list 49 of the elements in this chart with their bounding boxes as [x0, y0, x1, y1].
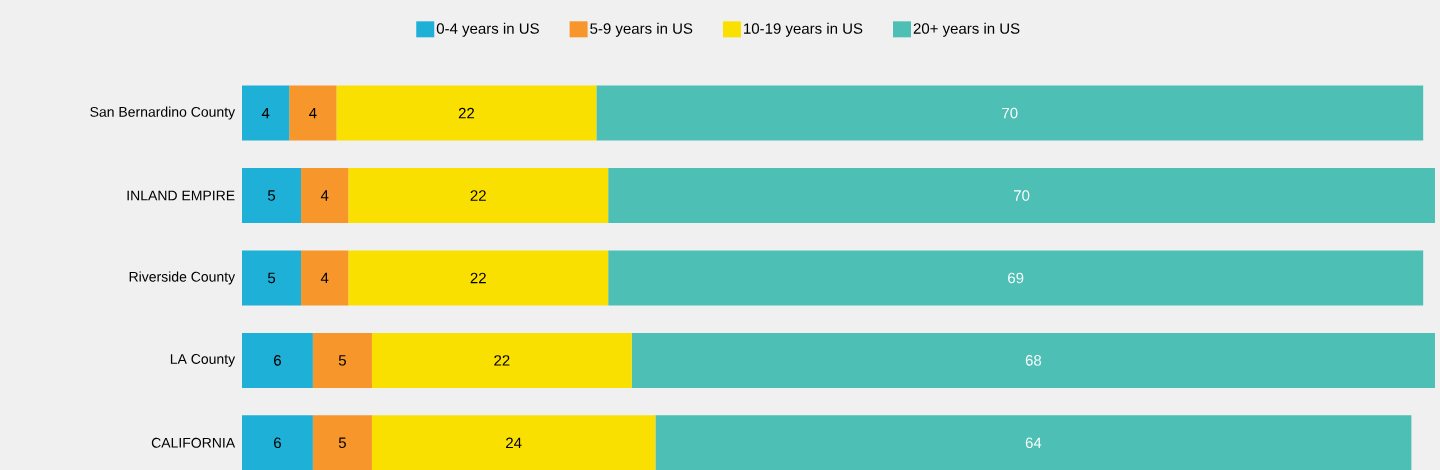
bar — [289, 85, 337, 141]
data-label: 6 — [274, 355, 281, 366]
legend-label: 20+ years in US — [913, 22, 1020, 37]
bar — [655, 415, 1412, 470]
data-label: 22 — [470, 272, 486, 284]
data-label: 4 — [320, 190, 329, 201]
bar — [631, 332, 1436, 388]
bar — [596, 85, 1424, 141]
legend-label: 5-9 years in US — [590, 22, 693, 37]
data-label: 24 — [506, 437, 522, 449]
bar — [242, 85, 290, 141]
bar — [608, 168, 1436, 224]
y-tick-label: San Bernardino County — [90, 106, 236, 120]
bar — [312, 415, 372, 470]
y-tick-label: LA County — [170, 354, 236, 367]
data-label: 68 — [1025, 355, 1042, 366]
data-label: 5 — [267, 272, 276, 284]
data-label: 4 — [309, 107, 317, 119]
legend-label: 10-19 years in US — [744, 22, 863, 37]
data-label: 5 — [338, 355, 346, 366]
bar — [242, 250, 302, 306]
bar — [371, 415, 656, 470]
data-label: 22 — [494, 355, 510, 366]
data-label: 69 — [1008, 272, 1024, 284]
bar — [312, 332, 372, 388]
data-label: 70 — [1014, 190, 1030, 201]
y-tick-label: INLAND EMPIRE — [127, 190, 235, 201]
bar — [301, 168, 349, 224]
legend-label: 0-4 years in US — [436, 22, 539, 37]
bar — [371, 332, 632, 388]
bar — [301, 250, 349, 306]
data-label: 5 — [267, 190, 276, 201]
bar — [242, 332, 313, 388]
bar — [348, 250, 609, 306]
bar — [336, 85, 597, 141]
y-tick-label: Riverside County — [129, 271, 236, 285]
bar — [608, 250, 1424, 306]
data-label: 5 — [338, 437, 346, 449]
data-label: 22 — [470, 190, 486, 201]
bar — [242, 168, 302, 224]
data-label: 64 — [1025, 437, 1042, 449]
data-label: 70 — [1002, 107, 1018, 119]
data-label: 4 — [320, 272, 329, 284]
y-tick-label: CALIFORNIA — [151, 437, 236, 448]
data-label: 4 — [261, 107, 270, 119]
bar — [242, 415, 313, 470]
data-label: 6 — [274, 437, 281, 449]
bar — [348, 168, 609, 224]
data-label: 22 — [458, 107, 475, 119]
